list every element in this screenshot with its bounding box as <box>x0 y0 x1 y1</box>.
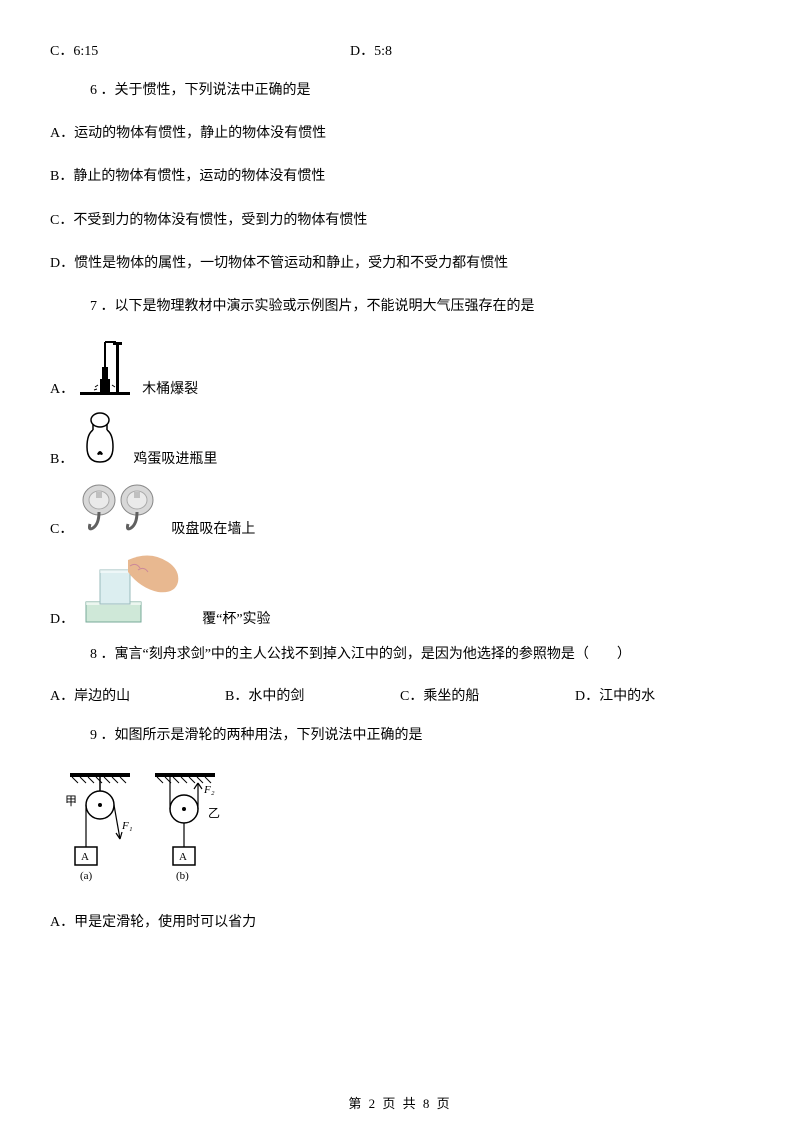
q7-option-b: B． 鸡蛋吸进瓶里 <box>50 412 750 468</box>
q6-stem: 6 ．关于惯性，下列说法中正确的是 <box>50 78 750 103</box>
svg-text:A: A <box>179 851 187 863</box>
q7-option-c: C． 吸盘吸在墙上 <box>50 482 750 538</box>
pulley-diagram-icon: A 甲 F₁ (a) A F₂ 乙 (b) <box>60 767 230 896</box>
svg-text:乙: 乙 <box>208 806 220 820</box>
q5-option-c: C．6:15 <box>50 40 350 60</box>
q8-stem: 8 ．寓言“刻舟求剑”中的主人公找不到掉入江中的剑，是因为他选择的参照物是（ ） <box>50 642 750 667</box>
q8-option-b: B．水中的剑 <box>225 685 400 705</box>
q5-options-row: C．6:15 D．5:8 <box>50 40 750 60</box>
q8-option-d: D．江中的水 <box>575 685 750 705</box>
q9-option-a: A．甲是定滑轮，使用时可以省力 <box>50 910 750 935</box>
egg-bottle-icon <box>79 412 121 472</box>
q7-c-caption: 吸盘吸在墙上 <box>171 518 255 538</box>
q9-figure: A 甲 F₁ (a) A F₂ 乙 (b) <box>50 767 750 892</box>
q6-option-b: B．静止的物体有惯性，运动的物体没有惯性 <box>50 164 750 189</box>
q5-option-d: D．5:8 <box>350 40 392 60</box>
svg-text:甲: 甲 <box>65 794 77 808</box>
q7-option-d: D． 覆“杯”实验 <box>50 552 750 628</box>
q7-c-letter: C． <box>50 518 73 538</box>
svg-text:F₂: F₂ <box>203 784 215 796</box>
page-footer: 第 2 页 共 8 页 <box>0 1093 800 1112</box>
q8-option-c: C．乘坐的船 <box>400 685 575 705</box>
q8-options-row: A．岸边的山 B．水中的剑 C．乘坐的船 D．江中的水 <box>50 685 750 705</box>
q7-stem: 7 ．以下是物理教材中演示实验或示例图片，不能说明大气压强存在的是 <box>50 294 750 319</box>
svg-text:A: A <box>81 851 89 863</box>
svg-text:F₁: F₁ <box>121 820 133 832</box>
suction-hook-icon <box>79 482 159 542</box>
q7-a-caption: 木桶爆裂 <box>142 378 198 398</box>
page: C．6:15 D．5:8 6 ．关于惯性，下列说法中正确的是 A．运动的物体有惯… <box>0 0 800 1132</box>
q8-option-a: A．岸边的山 <box>50 685 225 705</box>
q7-b-letter: B． <box>50 448 73 468</box>
q7-d-letter: D． <box>50 608 74 628</box>
svg-text:(a): (a) <box>80 870 93 882</box>
q7-d-caption: 覆“杯”实验 <box>202 608 270 628</box>
q9-stem: 9 ．如图所示是滑轮的两种用法，下列说法中正确的是 <box>50 723 750 748</box>
q6-option-d: D．惯性是物体的属性，一切物体不管运动和静止，受力和不受力都有惯性 <box>50 251 750 276</box>
q7-option-a: A． 木桶爆裂 <box>50 337 750 398</box>
q6-option-c: C．不受到力的物体没有惯性，受到力的物体有惯性 <box>50 208 750 233</box>
barrel-burst-icon <box>80 337 130 402</box>
q7-b-caption: 鸡蛋吸进瓶里 <box>133 448 217 468</box>
inverted-cup-icon <box>80 552 190 632</box>
svg-text:(b): (b) <box>176 870 189 882</box>
q7-a-letter: A． <box>50 378 74 398</box>
q6-option-a: A．运动的物体有惯性，静止的物体没有惯性 <box>50 121 750 146</box>
